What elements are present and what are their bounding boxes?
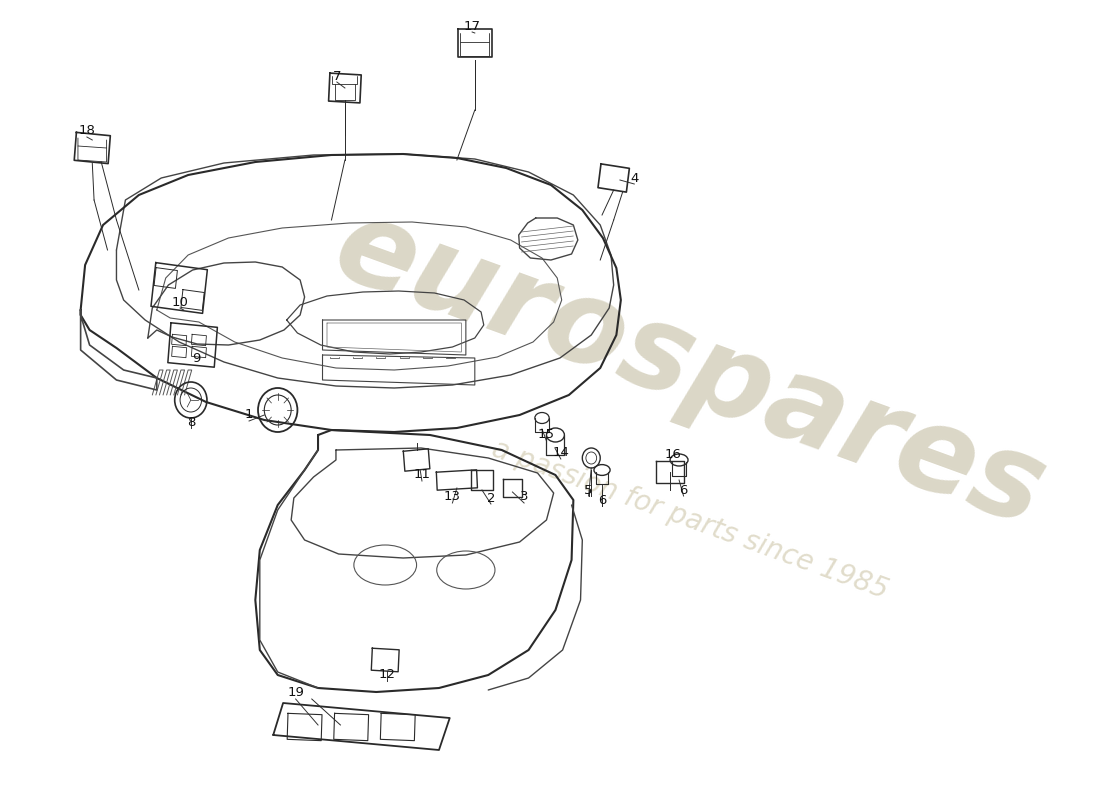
Text: 11: 11 [414,469,430,482]
Text: 8: 8 [187,415,195,429]
Text: 19: 19 [287,686,304,699]
Text: 3: 3 [520,490,528,503]
Text: 16: 16 [664,449,681,462]
Text: 15: 15 [538,429,556,442]
Text: eurospares: eurospares [319,188,1060,552]
Text: 12: 12 [378,669,396,682]
Text: 6: 6 [680,483,688,497]
Text: 9: 9 [192,353,200,366]
Text: a passion for parts since 1985: a passion for parts since 1985 [488,435,892,605]
Text: 10: 10 [172,295,188,309]
Text: 17: 17 [463,19,481,33]
Text: 4: 4 [630,171,638,185]
Text: 6: 6 [597,494,606,506]
Text: 5: 5 [584,483,593,497]
Text: 2: 2 [486,491,495,505]
Text: 13: 13 [444,490,461,503]
Text: 14: 14 [552,446,570,459]
Text: 1: 1 [245,409,253,422]
Text: 7: 7 [332,70,341,82]
Text: 18: 18 [78,125,96,138]
